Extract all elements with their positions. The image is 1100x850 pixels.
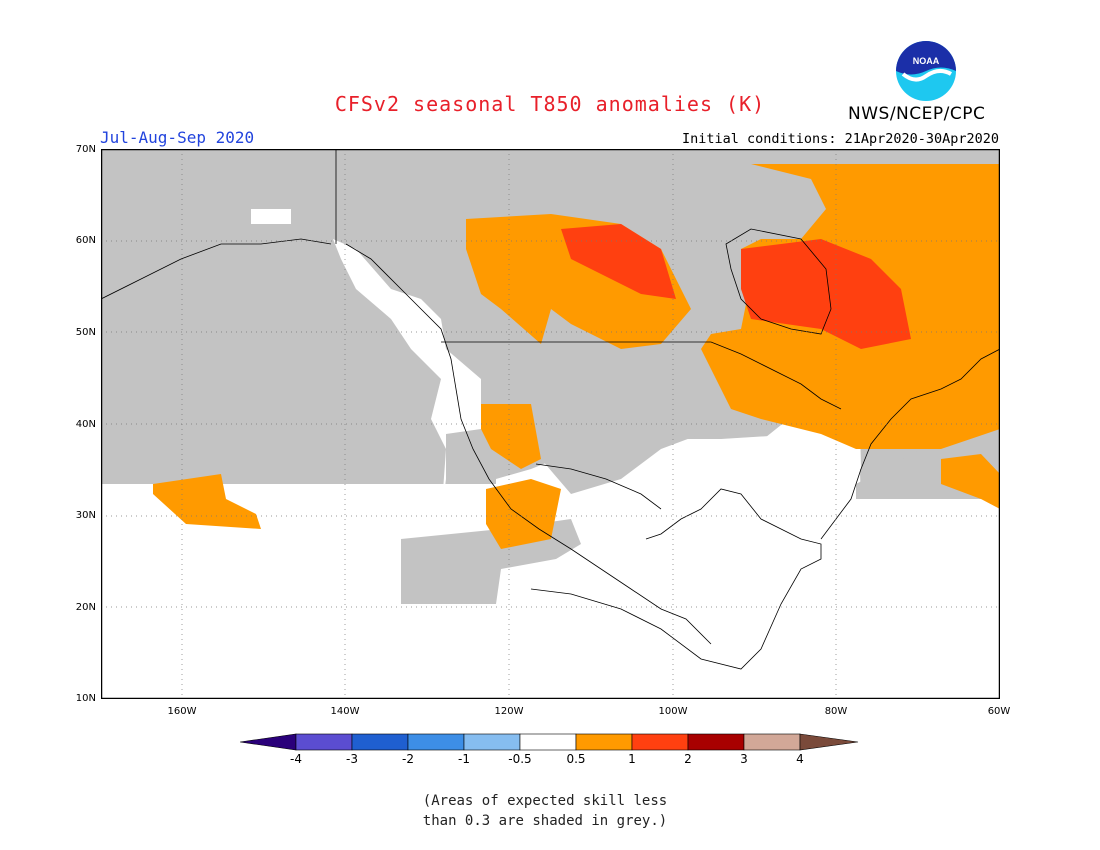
orange-area-pacific — [153, 474, 261, 529]
colorbar-tick-neg4: -4 — [290, 752, 302, 766]
colorbar-tick-3: 3 — [740, 752, 748, 766]
colorbar-tick-4: 4 — [796, 752, 804, 766]
lon-label-140w: 140W — [330, 706, 360, 717]
white-area-gulf — [631, 434, 861, 509]
grey-area-plains — [481, 349, 751, 494]
colorbar-swatch-8 — [687, 733, 745, 751]
colorbar-tick-neg05: -0.5 — [508, 752, 532, 766]
season-label: Jul-Aug-Sep 2020 — [100, 128, 255, 147]
lat-label-70n: 70N — [75, 144, 96, 155]
skill-note-line2: than 0.3 are shaded in grey.) — [422, 813, 668, 829]
lat-label-10n: 10N — [75, 693, 96, 704]
lon-label-120w: 120W — [494, 706, 524, 717]
lat-label-60n: 60N — [75, 235, 96, 246]
red-area-hudson — [741, 239, 911, 349]
lat-label-30n: 30N — [75, 510, 96, 521]
colorbar-swatch-3 — [407, 733, 465, 751]
colorbar-swatch-10 — [799, 733, 859, 751]
colorbar-tick-1: 1 — [628, 752, 636, 766]
lon-label-60w: 60W — [987, 706, 1011, 717]
colorbar-swatch-7 — [631, 733, 689, 751]
noaa-logo: NOAA — [896, 41, 956, 101]
orange-area-atlantic — [941, 454, 1000, 509]
coastline-hudson — [725, 228, 832, 335]
svg-text:NOAA: NOAA — [913, 56, 940, 66]
lon-label-100w: 100W — [658, 706, 688, 717]
colorbar — [240, 733, 859, 751]
colorbar-swatch-9 — [743, 733, 801, 751]
map-title: CFSv2 seasonal T850 anomalies (K) — [334, 92, 766, 116]
colorbar-tick-neg3: -3 — [346, 752, 358, 766]
colorbar-swatch-6 — [575, 733, 633, 751]
border-us-canada — [441, 341, 842, 410]
colorbar-tick-neg2: -2 — [402, 752, 414, 766]
red-area-canada — [561, 224, 676, 299]
coastline-east — [820, 348, 1000, 540]
lat-label-50n: 50N — [75, 327, 96, 338]
colorbar-swatch-4 — [463, 733, 521, 751]
initial-conditions-label: Initial conditions: 21Apr2020-30Apr2020 — [682, 131, 999, 147]
colorbar-swatch-2 — [351, 733, 409, 751]
white-area-west-coast — [333, 239, 861, 604]
orange-area-baja — [486, 479, 561, 549]
orange-area-southwest — [481, 404, 541, 469]
colorbar-swatch-1 — [295, 733, 353, 751]
colorbar-tick-2: 2 — [684, 752, 692, 766]
skill-note-line1: (Areas of expected skill less — [422, 793, 668, 809]
colorbar-swatch-0 — [240, 733, 297, 751]
colorbar-tick-05: 0.5 — [566, 752, 586, 766]
border-us-mexico — [535, 463, 662, 510]
coastline-west — [345, 243, 712, 645]
lon-label-160w: 160W — [167, 706, 197, 717]
colorbar-tick-neg1: -1 — [458, 752, 470, 766]
coastline-alaska — [101, 238, 332, 300]
lat-label-20n: 20N — [75, 602, 96, 613]
lon-label-80w: 80W — [824, 706, 848, 717]
lat-label-40n: 40N — [75, 419, 96, 430]
white-area-alaska — [251, 209, 291, 224]
anomaly-map — [101, 149, 1000, 699]
coastline-gulf — [530, 488, 822, 670]
colorbar-swatch-5 — [519, 733, 577, 751]
agency-label: NWS/NCEP/CPC — [848, 104, 986, 124]
